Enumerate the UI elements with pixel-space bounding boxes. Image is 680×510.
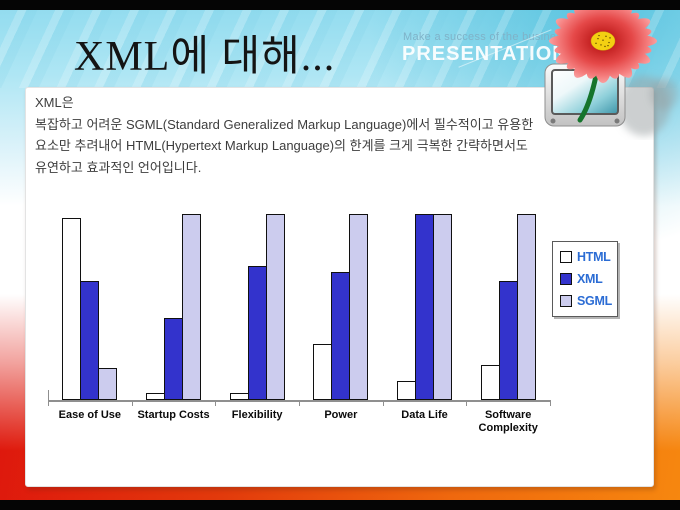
slide-title: XML에 대해...: [74, 34, 336, 80]
axis-tick: [550, 400, 551, 406]
legend-item-html: HTML: [560, 250, 617, 264]
category-label: Startup Costs: [137, 409, 210, 421]
bar-xml: [331, 272, 351, 400]
axis-tick: [131, 400, 133, 406]
axis-tick: [466, 400, 468, 406]
category-label: Ease of Use: [58, 409, 122, 421]
bar-html: [146, 393, 165, 400]
bar-sgml: [265, 214, 285, 400]
bar-xml: [80, 281, 100, 400]
bar-chart-plot: [48, 214, 550, 400]
chart-category-labels: Ease of Use Startup Costs Flexibility Power…: [48, 409, 550, 435]
header-brand: PRESENTATION: [402, 43, 568, 65]
bar-sgml: [516, 214, 536, 400]
legend-item-xml: XML: [560, 272, 617, 286]
category-label: Flexibility: [231, 409, 283, 421]
axis-tick: [48, 400, 49, 406]
bar-group-4: [299, 214, 383, 400]
bar-sgml: [98, 368, 118, 400]
bar-html: [480, 365, 500, 400]
chart-legend: HTML XML SGML: [552, 241, 618, 317]
bar-sgml: [182, 214, 201, 400]
bar-group-1: [48, 218, 132, 400]
bar-xml: [415, 214, 435, 400]
bar-group-5: [383, 214, 467, 400]
legend-item-sgml: SGML: [560, 294, 617, 308]
bottom-black-bar: [0, 500, 680, 510]
body-line: 유연하고 효과적인 언어입니다.: [35, 159, 202, 175]
flower-center: [590, 31, 616, 51]
bar-sgml: [349, 214, 369, 400]
body-text: XML은 복잡하고 어려운 SGML(Standard Generalized …: [35, 92, 533, 178]
flower-monitor-graphic: [544, 0, 678, 136]
top-black-bar: [0, 0, 680, 10]
legend-label: XML: [577, 272, 603, 286]
legend-label: HTML: [577, 250, 611, 264]
axis-tick: [382, 400, 384, 406]
bar-group-2: [132, 214, 216, 400]
flower-shadow: [618, 76, 678, 136]
axis-tick: [299, 400, 300, 406]
bar-html: [229, 393, 249, 400]
bar-sgml: [433, 214, 453, 400]
body-line: 복잡하고 어려운 SGML(Standard Generalized Marku…: [35, 116, 534, 132]
legend-swatch-xml: [560, 273, 572, 285]
chart-y-axis-stub: [48, 390, 49, 400]
category-label: Power: [324, 409, 358, 421]
red-cosmos-flower-icon: [549, 0, 657, 84]
bar-html: [62, 218, 82, 400]
legend-label: SGML: [577, 294, 612, 308]
legend-swatch-sgml: [560, 295, 572, 307]
bar-group-6: [466, 214, 550, 400]
bar-html: [313, 344, 333, 400]
body-intro: XML은: [35, 95, 74, 110]
bar-xml: [247, 266, 267, 400]
bar-html: [397, 381, 417, 400]
bar-group-3: [215, 214, 299, 400]
body-line: 요소만 추려내어 HTML(Hypertext Markup Language)…: [35, 138, 528, 153]
legend-swatch-html: [560, 251, 572, 263]
axis-tick: [215, 400, 217, 406]
bar-xml: [164, 318, 183, 400]
category-label: Data Life: [401, 409, 448, 421]
flower-center-speckles: [595, 34, 611, 48]
category-label: Software Complexity: [478, 409, 538, 434]
bar-xml: [498, 281, 518, 400]
